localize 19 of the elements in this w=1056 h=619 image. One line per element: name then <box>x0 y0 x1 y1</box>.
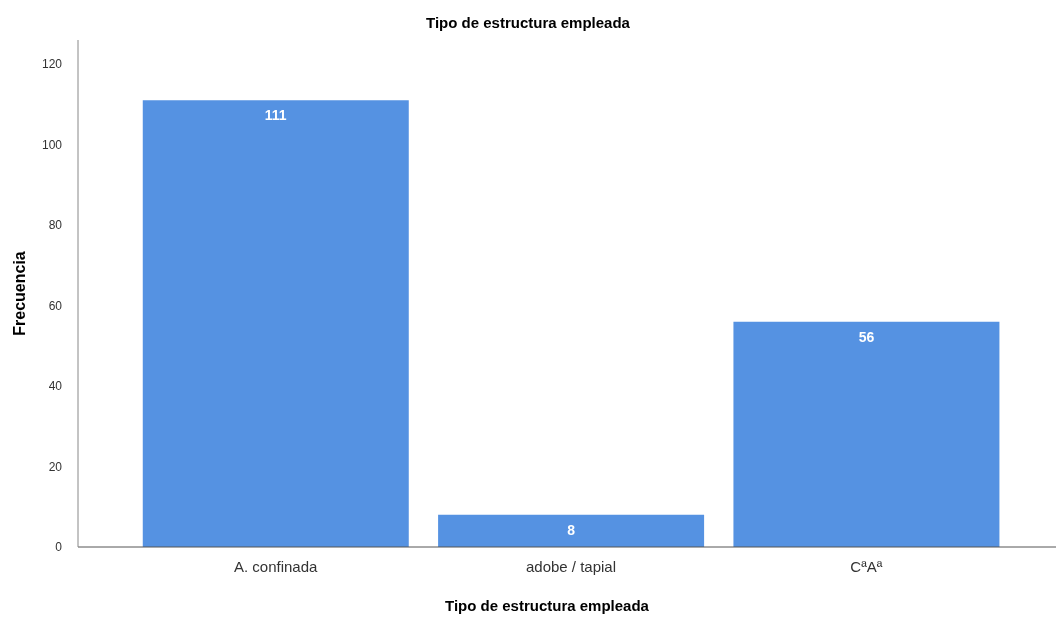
y-tick-label: 0 <box>55 540 63 555</box>
y-tick-label: 120 <box>41 57 63 72</box>
y-tick-label: 60 <box>48 298 63 313</box>
y-tick-label: 80 <box>48 218 63 233</box>
x-axis-title: Tipo de estructura empleada <box>444 597 650 614</box>
bar <box>142 100 409 547</box>
y-tick-label: 100 <box>41 137 63 152</box>
x-tick-label: A. confinada <box>233 557 319 575</box>
data-label: 111 <box>264 107 287 124</box>
chart-title: Tipo de estructura empleada <box>425 14 631 31</box>
x-tick-label: adobe / tapial <box>525 557 617 575</box>
x-tick-label: CªAª <box>850 557 883 575</box>
bar <box>733 321 1000 547</box>
y-tick-label: 40 <box>48 379 63 394</box>
y-tick-label: 20 <box>48 459 63 474</box>
y-axis-title: Frecuencia <box>11 251 28 336</box>
data-label: 56 <box>858 328 875 345</box>
data-label: 8 <box>567 521 576 538</box>
bar <box>438 514 705 547</box>
